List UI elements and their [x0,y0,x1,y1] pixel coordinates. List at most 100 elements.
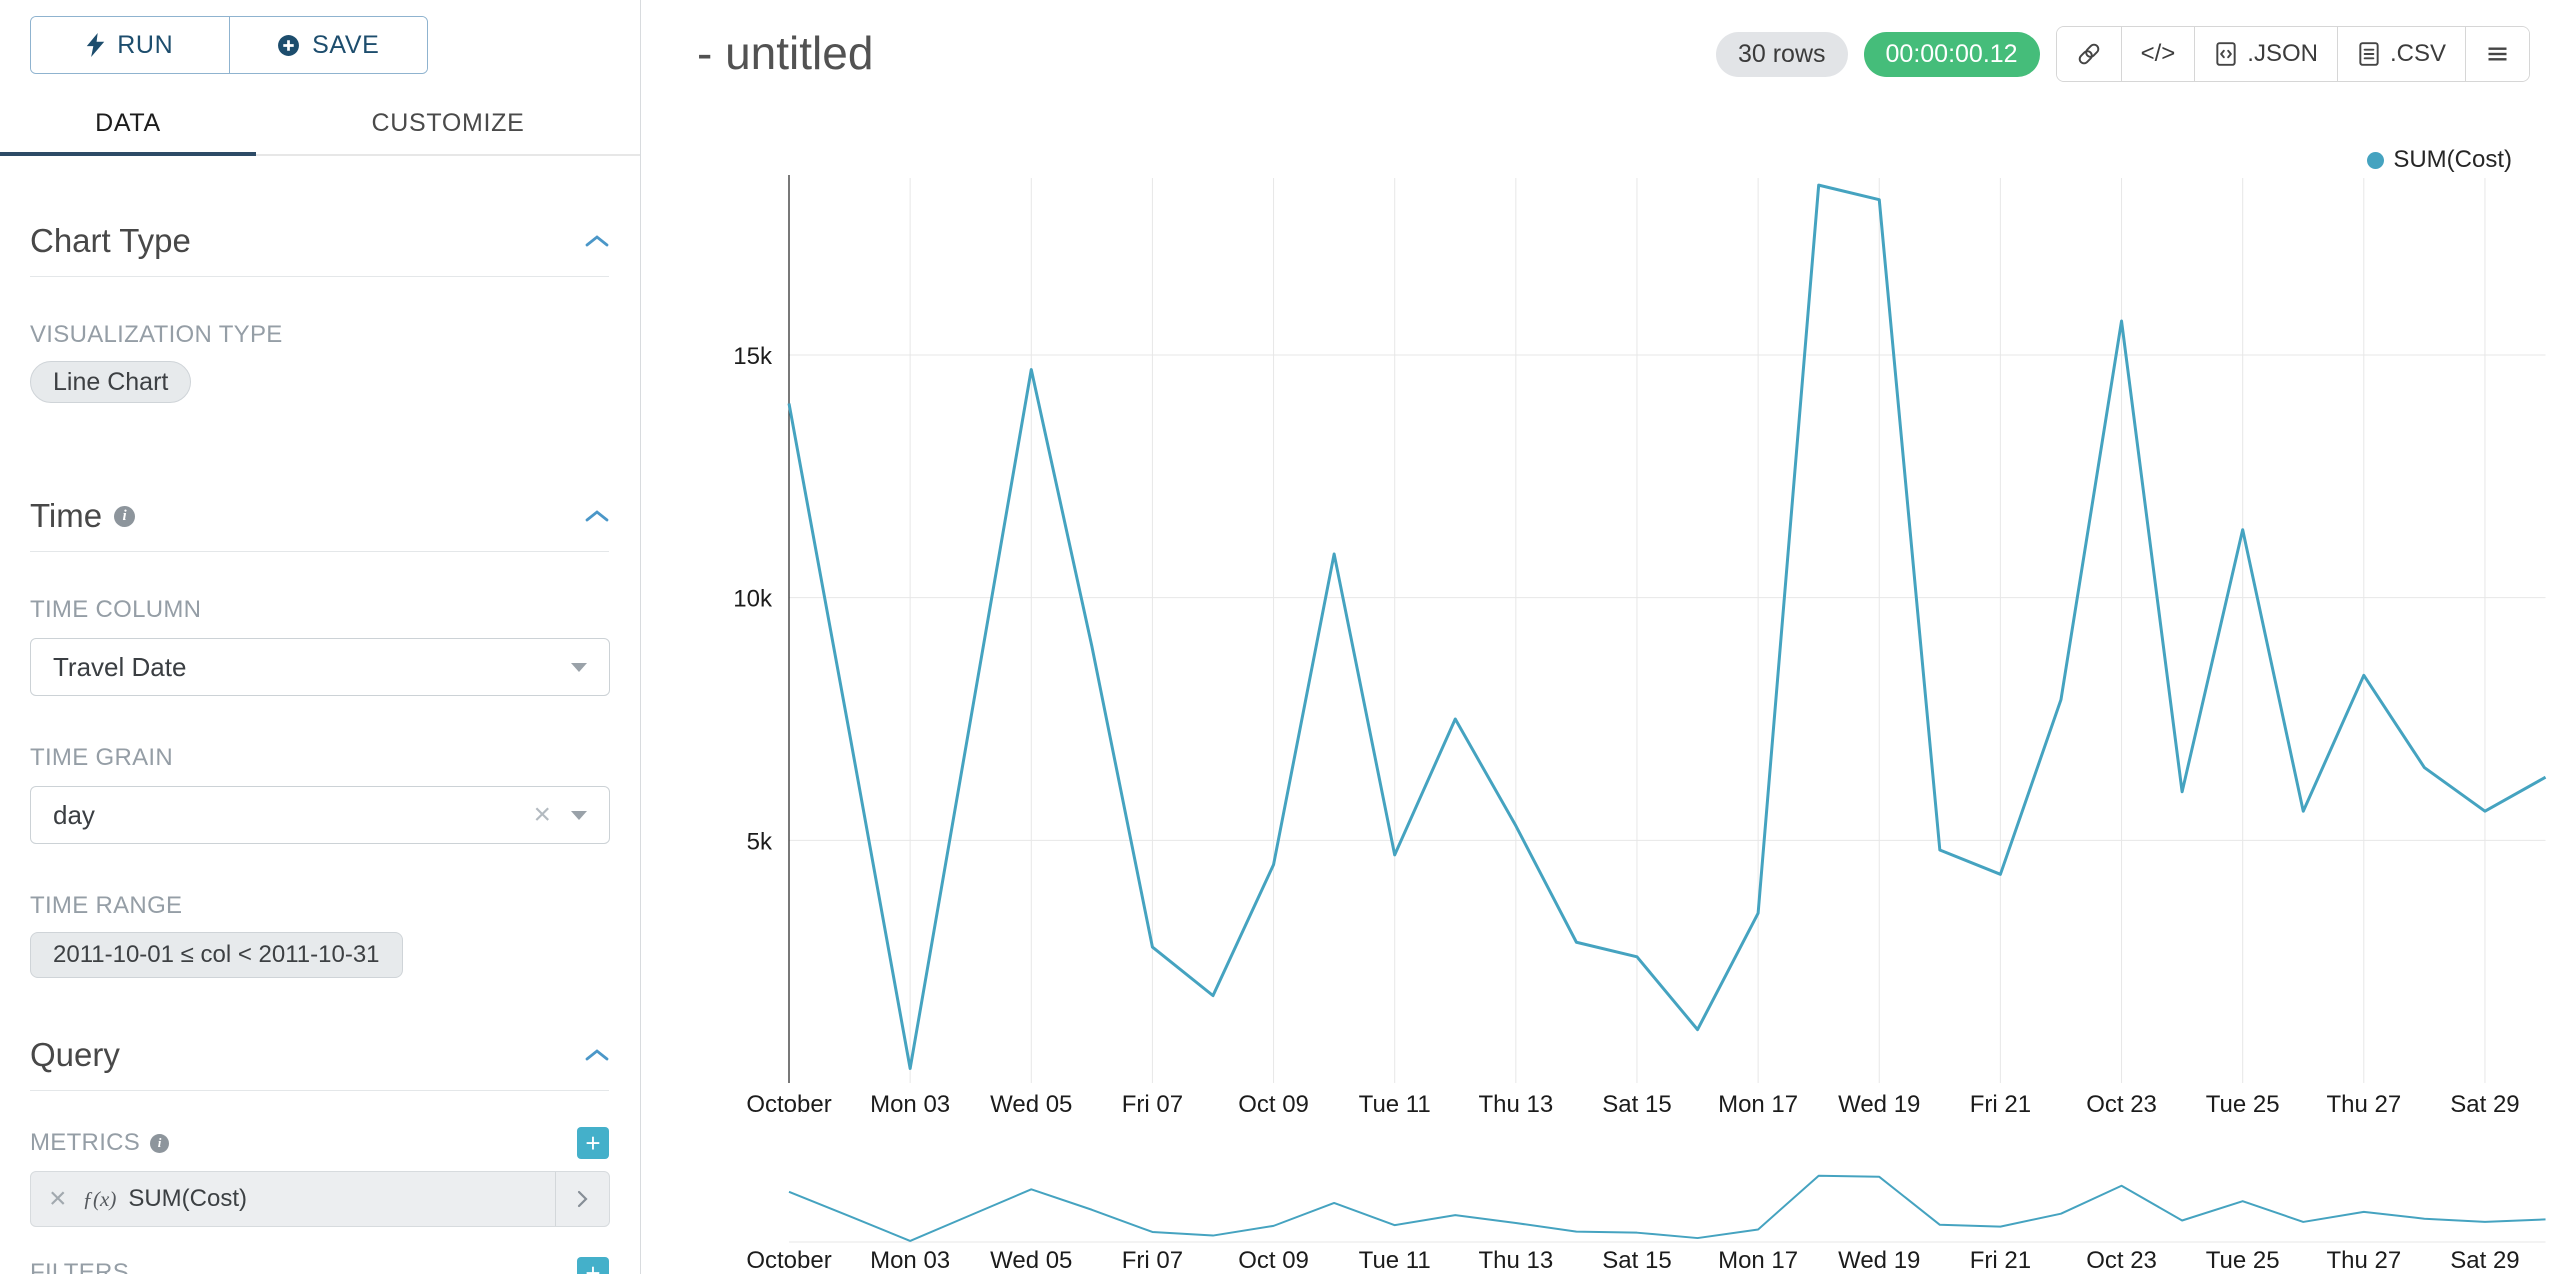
svg-text:15k: 15k [733,343,773,370]
svg-text:Oct 23: Oct 23 [2086,1091,2157,1118]
section-divider [30,276,609,277]
svg-text:Mon 03: Mon 03 [870,1247,950,1274]
bolt-icon [87,33,105,57]
share-link-button[interactable] [2056,27,2121,81]
active-tab-underline [0,152,256,156]
control-panel-sidebar: RUN SAVE DATA CUSTOMIZE Chart Type [0,0,641,1274]
time-grain-select[interactable]: day × [30,786,610,844]
section-divider [30,1090,609,1091]
visualization-type-label: VISUALIZATION TYPE [30,321,283,348]
info-icon: i [114,505,136,527]
export-csv-label: .CSV [2389,40,2446,67]
add-metric-button[interactable]: + [577,1127,609,1159]
panel-tabs: DATA CUSTOMIZE [0,92,640,156]
svg-text:October: October [746,1247,831,1274]
svg-text:Tue 25: Tue 25 [2206,1247,2280,1274]
section-query-header: Query [30,1034,609,1076]
section-title-query: Query [30,1036,120,1073]
svg-text:5k: 5k [747,828,773,855]
query-timer-badge: 00:00:00.12 [1863,31,2040,77]
svg-text:Oct 09: Oct 09 [1238,1247,1309,1274]
metric-name: SUM(Cost) [128,1185,248,1212]
chevron-down-icon [571,810,587,820]
run-save-button-group: RUN SAVE [30,16,428,74]
svg-text:Thu 27: Thu 27 [2326,1247,2401,1274]
section-title-time: Time [30,497,103,534]
chart-pane: - untitled 30 rows 00:00:00.12 </> [642,0,2576,1274]
chevron-up-icon[interactable] [585,510,609,522]
file-code-icon [2216,42,2236,66]
svg-text:Mon 17: Mon 17 [1718,1091,1798,1118]
run-button-label: RUN [117,30,174,59]
run-button[interactable]: RUN [31,17,229,73]
svg-text:10k: 10k [733,586,773,613]
time-column-select[interactable]: Travel Date [30,638,610,696]
chevron-up-icon[interactable] [585,1049,609,1061]
chart-title: - untitled [697,27,874,79]
clear-icon[interactable]: × [533,798,551,831]
time-series-line-chart[interactable]: 5k 10k 15k October October Mon 03 Mon 03 Wed 05… [650,160,2570,1274]
svg-text:Tue 25: Tue 25 [2206,1091,2280,1118]
legend-series-label: SUM(Cost) [2393,146,2512,173]
code-icon: </> [2140,40,2176,67]
time-range-chip[interactable]: 2011-10-01 ≤ col < 2011-10-31 [30,932,403,978]
svg-text:Thu 13: Thu 13 [1478,1091,1553,1118]
legend-series-swatch [2367,151,2385,169]
svg-text:Wed 19: Wed 19 [1838,1247,1920,1274]
section-chart-type-header: Chart Type [30,220,609,262]
svg-text:Sat 15: Sat 15 [1602,1091,1671,1118]
save-button-label: SAVE [312,30,380,59]
svg-text:Fri 07: Fri 07 [1122,1247,1183,1274]
row-count-badge: 30 rows [1715,31,1848,77]
svg-text:Thu 13: Thu 13 [1478,1247,1553,1274]
view-query-button[interactable]: </> [2120,27,2195,81]
chevron-down-icon [571,662,587,672]
chart-legend[interactable]: SUM(Cost) [2367,146,2512,174]
tab-data[interactable]: DATA [95,108,161,137]
svg-text:Mon 03: Mon 03 [870,1091,950,1118]
svg-text:Wed 05: Wed 05 [990,1091,1072,1118]
section-divider [30,551,609,552]
svg-text:Fri 21: Fri 21 [1970,1091,2031,1118]
function-icon: ƒ(x) [82,1186,117,1211]
export-csv-button[interactable]: .CSV [2336,27,2465,81]
link-icon [2078,43,2099,65]
filters-label: FILTERS [30,1259,130,1274]
section-title-chart-type: Chart Type [30,222,191,259]
svg-text:Sat 15: Sat 15 [1602,1247,1671,1274]
add-filter-button[interactable]: + [577,1257,609,1274]
svg-text:Sat 29: Sat 29 [2450,1247,2519,1274]
menu-button[interactable] [2465,27,2529,81]
filters-label-row: FILTERS + [30,1257,609,1274]
export-button-group: </> .JSON [2055,26,2530,82]
expand-metric-chevron-icon[interactable] [555,1172,609,1226]
export-json-label: .JSON [2247,40,2318,67]
plus-circle-icon [278,34,300,56]
visualization-type-chip[interactable]: Line Chart [30,361,192,403]
svg-text:Fri 21: Fri 21 [1970,1247,2031,1274]
export-json-button[interactable]: .JSON [2194,27,2337,81]
time-column-label: TIME COLUMN [30,596,202,623]
svg-text:Sat 29: Sat 29 [2450,1091,2519,1118]
metrics-label: METRICS [30,1129,141,1156]
svg-text:Wed 05: Wed 05 [990,1247,1072,1274]
metric-item[interactable]: × ƒ(x) SUM(Cost) [30,1171,610,1227]
svg-text:Oct 23: Oct 23 [2086,1247,2157,1274]
svg-text:Fri 07: Fri 07 [1122,1091,1183,1118]
time-grain-label: TIME GRAIN [30,744,174,771]
svg-text:Oct 09: Oct 09 [1238,1091,1309,1118]
remove-metric-icon[interactable]: × [49,1182,67,1215]
tab-customize[interactable]: CUSTOMIZE [371,108,525,137]
info-icon: i [150,1133,170,1153]
time-column-value: Travel Date [53,651,187,682]
svg-text:Thu 27: Thu 27 [2326,1091,2401,1118]
time-range-label: TIME RANGE [30,892,183,919]
svg-text:October: October [746,1091,831,1118]
svg-text:Tue 11: Tue 11 [1359,1247,1431,1274]
section-time-header: Time i [30,495,609,537]
chevron-up-icon[interactable] [585,235,609,247]
svg-text:Tue 11: Tue 11 [1359,1091,1431,1118]
hamburger-icon [2488,47,2507,61]
save-button[interactable]: SAVE [228,17,427,73]
